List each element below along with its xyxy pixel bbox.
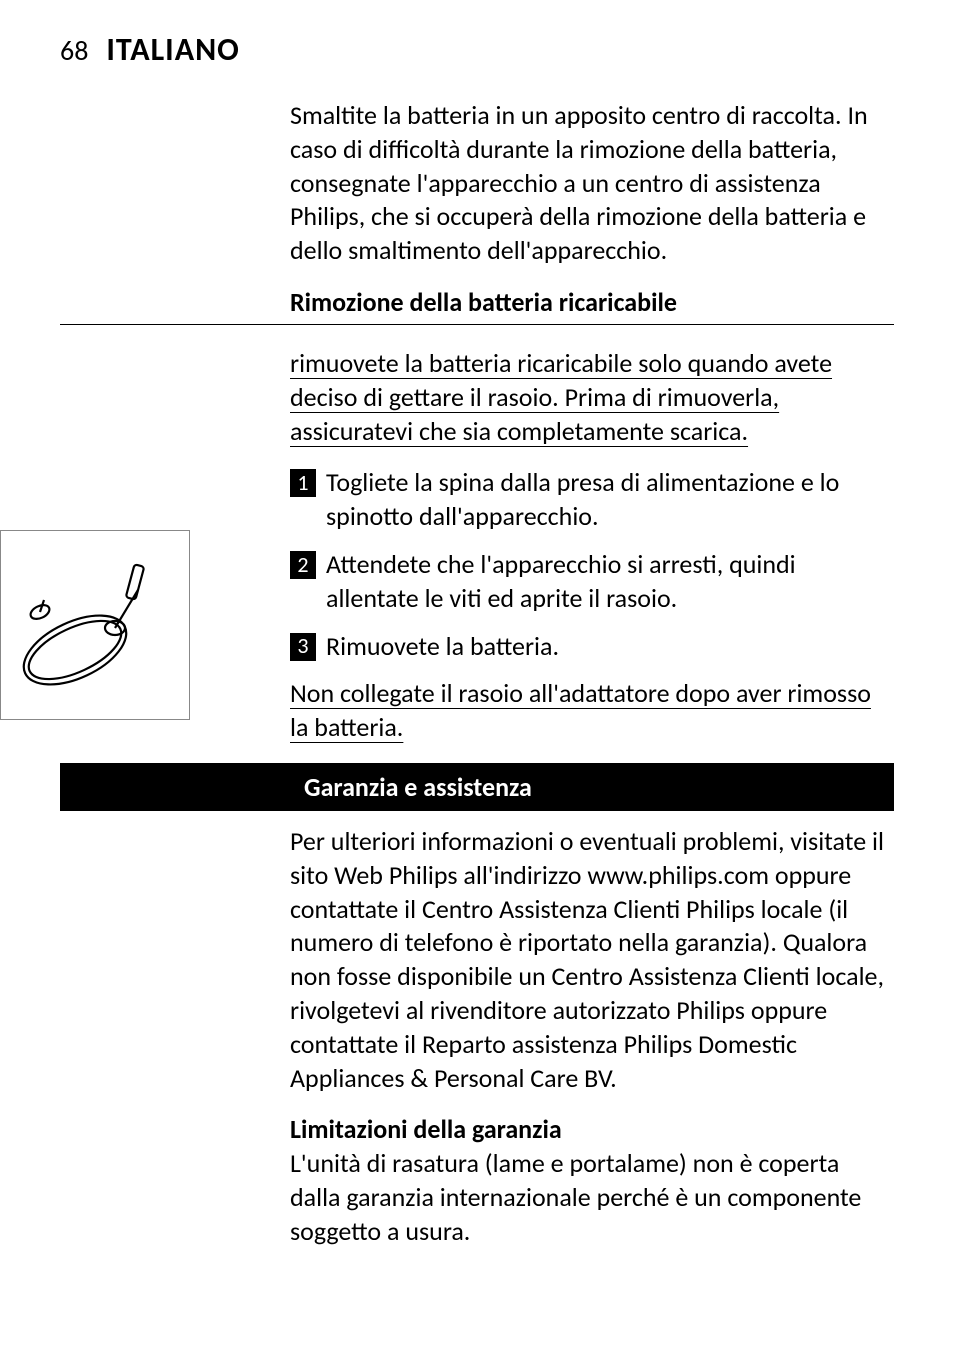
battery-note: Non collegate il rasoio all'adattatore d… — [290, 677, 894, 745]
battery-warning: rimuovete la batteria ricaricabile solo … — [290, 347, 894, 448]
battery-removal-illustration — [0, 530, 190, 720]
warranty-url: www.philips.com — [587, 859, 769, 891]
step-number: 3 — [290, 633, 316, 661]
limitations-paragraph: L'unità di rasatura (lame e portalame) n… — [290, 1147, 894, 1248]
step-number: 2 — [290, 551, 316, 579]
battery-section-title: Rimozione della batteria ricaricabile — [290, 286, 894, 318]
page-number: 68 — [60, 33, 88, 68]
step-number: 1 — [290, 469, 316, 497]
intro-paragraph: Smaltite la batteria in un apposito cent… — [290, 99, 894, 268]
step-3: 3 Rimuovete la batteria. — [290, 630, 894, 664]
warranty-para-post: oppure contattate il Centro Assistenza C… — [290, 859, 884, 1094]
step-text: Rimuovete la batteria. — [326, 630, 894, 664]
section-rule — [60, 324, 894, 325]
warranty-paragraph: Per ulteriori informazioni o eventuali p… — [290, 825, 894, 1095]
step-text: Togliete la spina dalla presa di aliment… — [326, 466, 894, 534]
page: 68 ITALIANO Smaltite la batteria in un a… — [0, 0, 954, 1327]
step-text: Attendete che l'apparecchio si arresti, … — [326, 548, 894, 616]
shaver-diagram-icon — [10, 540, 180, 710]
limitations-title: Limitazioni della garanzia — [290, 1113, 894, 1145]
language-title: ITALIANO — [106, 30, 239, 69]
step-2: 2 Attendete che l'apparecchio si arresti… — [290, 548, 894, 616]
warranty-section-title: Garanzia e assistenza — [60, 763, 894, 811]
step-1: 1 Togliete la spina dalla presa di alime… — [290, 466, 894, 534]
page-header: 68 ITALIANO — [60, 30, 894, 69]
